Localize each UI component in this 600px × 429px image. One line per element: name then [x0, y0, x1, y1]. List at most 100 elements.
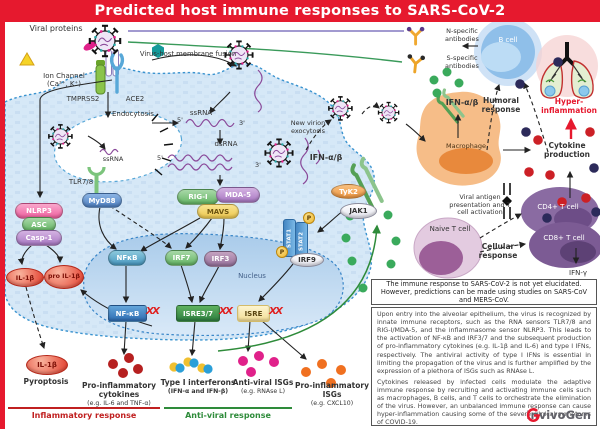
n-antibodies-label: N-specific antibodies	[445, 27, 479, 43]
summary-note-box: The immune response to SARS-CoV-2 is not…	[371, 279, 597, 305]
arrow-layer	[17, 42, 580, 360]
il1b-output-pill: IL-1β	[26, 355, 68, 375]
rna-squiggles	[99, 69, 321, 185]
ifn-gamma-label: IFN-γ	[569, 269, 587, 277]
cellular-response-label: Cellular response	[478, 242, 518, 260]
ssrna-endosome-label: ssRNA	[102, 155, 124, 163]
cd8-t-cell-shape	[529, 222, 600, 268]
antiviral-isgs-label: Anti-viral ISGs (e.g. RNAse L)	[226, 378, 300, 395]
pro-inflammatory-isg-dots	[301, 359, 346, 388]
membrane-fusion-label: Virus-host membrane fusion	[139, 50, 237, 58]
navy-antigen-dots	[515, 57, 600, 223]
mavs-pill: MAVS	[197, 204, 239, 219]
irf9-pill: IRF9	[290, 253, 324, 267]
naive-t-cell-label: Naive T cell	[429, 225, 471, 233]
antibody-route-lines	[127, 30, 404, 63]
hyper-inflammation-label: Hyper-inflammation	[541, 97, 597, 115]
cytokine-production-label: Cytokine production	[543, 141, 591, 159]
ace2-label: ACE2	[125, 95, 145, 103]
three-prime-label: 3'	[239, 119, 245, 127]
cd4-t-cell-label: CD4+ T cell	[537, 203, 579, 211]
macrophage-cell	[416, 91, 501, 186]
b-cell-shape	[474, 18, 542, 86]
description-paragraph-2: Cytokines released by infected cells mod…	[377, 378, 591, 427]
inflammatory-response-label: Inflammatory response	[31, 411, 137, 420]
humoral-response-label: Humoral response	[481, 96, 521, 114]
page-title: Predicted host immune responses to SARS-…	[94, 3, 506, 19]
dna-icon-3: XX	[269, 306, 283, 317]
lungs-icon	[536, 35, 598, 99]
inflammatory-underline	[8, 407, 160, 409]
type1-ifn-label: Type I interferons (IFN-α and IFN-β)	[158, 378, 238, 395]
new-virion-label: New virion exocytosis	[290, 119, 326, 135]
pro-il1b-pill: pro IL-1β	[44, 265, 84, 289]
antiviral-isgs-title: Anti-viral ISGs	[232, 378, 294, 387]
description-paragraph-1: Upon entry into the alveolar epithelium,…	[377, 311, 591, 375]
type1-ifn-eg: (IFN-α and IFN-β)	[167, 387, 229, 395]
pro-cytokines-label: Pro-inflammatory cytokines (e.g. IL-6 an…	[80, 381, 158, 407]
tmprss2-icon	[95, 60, 106, 95]
tlr78-label: TLR7/8	[68, 178, 94, 186]
antiviral-response-label: Anti-viral response	[185, 411, 271, 420]
dna-icon-2: XX	[219, 306, 233, 317]
b-cell-label: B cell	[498, 36, 518, 44]
ace2-icon	[109, 53, 125, 94]
pro-isgs-eg: (e.g. CXCL10)	[310, 399, 354, 407]
summary-note-text: The immune response to SARS-CoV-2 is not…	[380, 279, 588, 305]
mda5-pill: MDA-5	[216, 187, 260, 203]
isre-site-box: ISRE	[237, 305, 270, 322]
nucleus-shape	[83, 233, 344, 337]
pro-cytokines-title: Pro-inflammatory cytokines	[81, 381, 156, 399]
five-prime-label-2: 5'	[157, 154, 163, 162]
antibody-icons	[404, 25, 427, 75]
isre37-site-box: ISRE3/7	[176, 305, 220, 322]
pyroptosis-label: Pyroptosis	[23, 377, 69, 386]
irf7-pill: IRF7	[165, 250, 198, 266]
ssrna-label: ssRNA	[189, 109, 213, 117]
pro-cytokines-eg: (e.g. IL-6 and TNF-α)	[87, 399, 151, 407]
phospho-badge-2: P	[276, 246, 288, 258]
antiviral-isg-dots	[238, 351, 279, 377]
description-box: Upon entry into the alveolar epithelium,…	[371, 307, 597, 426]
ifn-receptor-icon	[350, 156, 384, 210]
endosome	[53, 111, 183, 183]
myd88-pill: MyD88	[82, 193, 122, 208]
five-prime-label: 5'	[177, 116, 183, 124]
tlr78-icon	[87, 166, 106, 193]
viral-protein-icons	[19, 41, 164, 66]
tmprss2-label: TMPRSS2	[66, 95, 100, 103]
macrophage-label: Macrophage	[445, 142, 487, 150]
pro-isgs-title: Pro-inflammatory ISGs	[294, 381, 369, 399]
endocytosis-label: Endocytosis	[112, 110, 154, 118]
cd8-t-cell-label: CD8+ T cell	[543, 234, 585, 242]
phospho-badge-1: P	[303, 212, 315, 224]
antiviral-isgs-eg: (e.g. RNAse L)	[240, 387, 286, 395]
ifn-ab-receptor-label: IFN-α/β	[309, 153, 343, 162]
three-prime-label-2: 3'	[255, 161, 261, 169]
naive-t-cell-shape	[413, 217, 483, 279]
title-bar: Predicted host immune responses to SARS-…	[0, 0, 600, 22]
ifn-ab-label: IFN-α/β	[445, 98, 479, 107]
nucleus-label: Nucleus	[238, 272, 266, 280]
left-accent-strip	[0, 0, 5, 429]
nfkb-site-box: NF-κB	[108, 305, 147, 322]
rig-i-pill: RIG-I	[177, 189, 219, 205]
antigen-presentation-label: Viral antigen presentation and T cell ac…	[449, 193, 511, 217]
il1b-pill: IL-1β	[6, 268, 44, 287]
type1-ifn-title: Type I interferons	[160, 378, 236, 387]
endosome-uncoating-spikes	[151, 113, 174, 176]
invivogen-logo: InvivoGen	[526, 408, 591, 423]
invivogen-logo-text: InvivoGen	[526, 408, 591, 423]
ifn-autocrine-arrow	[217, 224, 382, 352]
invivogen-logo-icon	[527, 408, 541, 423]
dsrna-label: dsRNA	[214, 140, 238, 148]
jak1-pill: JAK1	[340, 203, 377, 219]
cytokine-dots	[524, 127, 595, 207]
type1-ifn-dots	[169, 357, 213, 374]
tyk2-pill: TyK2	[331, 184, 366, 199]
nfkb-pill: NFκB	[108, 250, 146, 266]
pro-isgs-label: Pro-inflammatory ISGs (e.g. CXCL10)	[292, 381, 372, 407]
s-antibodies-label: S-specific antibodies	[445, 54, 479, 70]
